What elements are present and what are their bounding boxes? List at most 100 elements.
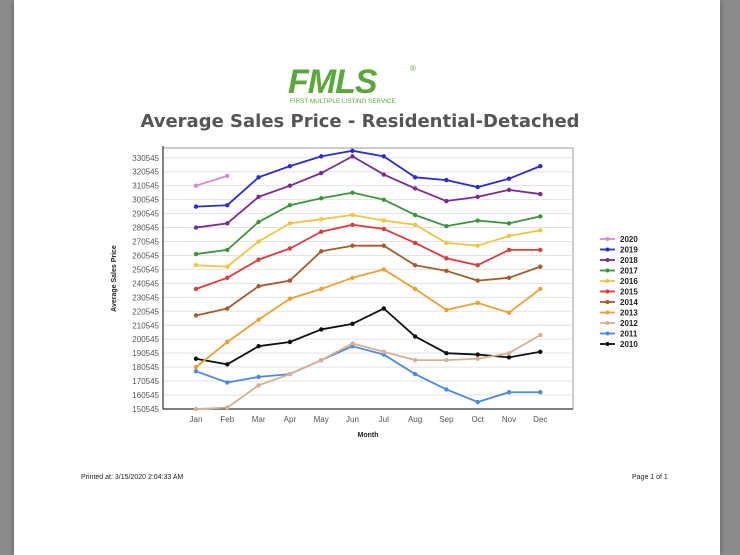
- y-tick-label: 170545: [132, 377, 159, 386]
- data-point-2013: [444, 307, 449, 313]
- data-point-2015: [193, 286, 199, 292]
- data-point-2019: [412, 175, 418, 180]
- y-tick-label: 200545: [132, 335, 159, 344]
- series-line-2016: [195, 214, 541, 268]
- series-line-2020: [195, 175, 228, 187]
- data-point-2017: [444, 223, 449, 229]
- y-tick-label: 190545: [132, 349, 159, 358]
- data-point-2013: [506, 310, 512, 315]
- data-point-2011: [444, 387, 449, 392]
- data-point-2011: [193, 369, 199, 374]
- data-point-2015: [538, 247, 543, 253]
- data-point-2010: [287, 339, 293, 345]
- data-point-2013: [225, 339, 230, 345]
- data-point-2019: [193, 204, 199, 209]
- data-point-2012: [319, 357, 324, 363]
- legend-label-2020: 2020: [620, 235, 638, 244]
- data-point-2016: [319, 216, 324, 222]
- data-point-2011: [412, 371, 418, 377]
- data-point-2011: [475, 399, 480, 405]
- data-point-2012: [381, 349, 386, 354]
- data-point-2013: [381, 267, 386, 272]
- legend-marker-2019: [605, 247, 610, 252]
- data-point-2014: [444, 268, 449, 274]
- data-point-2016: [381, 218, 386, 223]
- series-line-2013: [195, 268, 541, 368]
- x-tick-label: Dec: [533, 415, 547, 424]
- data-point-2018: [381, 172, 386, 177]
- series-line-2018: [195, 155, 541, 229]
- data-point-2017: [287, 203, 293, 208]
- data-point-2019: [319, 154, 324, 159]
- data-point-2019: [538, 163, 543, 169]
- svg-text:®: ®: [410, 64, 416, 73]
- data-point-2017: [506, 221, 512, 226]
- series-line-2017: [195, 191, 541, 255]
- data-point-2014: [350, 243, 355, 248]
- data-point-2013: [256, 317, 261, 322]
- legend-marker-2012: [605, 321, 610, 325]
- data-point-2013: [538, 286, 543, 292]
- data-point-2016: [225, 264, 230, 269]
- y-tick-label: 260545: [132, 251, 159, 260]
- data-point-2010: [412, 334, 418, 339]
- legend-marker-2010: [605, 342, 610, 346]
- data-point-2017: [381, 197, 386, 202]
- data-point-2020: [193, 183, 199, 188]
- y-tick-label: 320545: [132, 168, 159, 177]
- legend-label-2010: 2010: [620, 340, 638, 349]
- data-point-2020: [225, 173, 230, 179]
- data-point-2014: [538, 264, 543, 269]
- data-point-2015: [256, 257, 261, 262]
- x-tick-label: Jun: [346, 415, 359, 424]
- data-point-2012: [256, 383, 261, 388]
- data-point-2012: [444, 357, 449, 363]
- data-point-2017: [193, 251, 199, 257]
- data-point-2018: [225, 221, 230, 226]
- y-tick-label: 270545: [132, 238, 159, 247]
- data-point-2018: [444, 198, 449, 204]
- legend-marker-2015: [605, 289, 610, 294]
- data-point-2015: [444, 256, 449, 261]
- data-point-2012: [193, 406, 199, 412]
- data-point-2012: [412, 357, 418, 363]
- data-point-2018: [506, 187, 512, 193]
- data-point-2014: [506, 275, 512, 281]
- data-point-2013: [475, 300, 480, 306]
- data-point-2019: [225, 203, 230, 208]
- x-axis-title: Month: [358, 432, 379, 439]
- data-point-2016: [193, 263, 199, 268]
- data-point-2019: [350, 148, 355, 153]
- series-line-2011: [195, 345, 541, 403]
- data-point-2010: [381, 306, 386, 311]
- data-point-2016: [538, 228, 543, 233]
- data-point-2019: [381, 154, 386, 159]
- data-point-2019: [506, 176, 512, 181]
- data-point-2017: [412, 212, 418, 218]
- data-point-2011: [506, 390, 512, 395]
- data-point-2017: [350, 190, 355, 195]
- data-point-2010: [475, 352, 480, 357]
- legend-label-2012: 2012: [620, 319, 638, 328]
- x-tick-label: Mar: [252, 415, 266, 424]
- legend-label-2013: 2013: [620, 309, 638, 318]
- legend-label-2014: 2014: [620, 298, 638, 307]
- y-tick-label: 210545: [132, 321, 159, 330]
- data-point-2016: [444, 240, 449, 246]
- legend-marker-2013: [605, 310, 610, 315]
- printed-value: 3/15/2020 2:04:33 AM: [114, 474, 184, 481]
- data-point-2018: [193, 225, 199, 230]
- legend-marker-2020: [605, 237, 610, 241]
- legend-marker-2011: [605, 331, 610, 336]
- legend-label-2011: 2011: [620, 330, 638, 339]
- data-point-2015: [506, 247, 512, 253]
- data-point-2010: [319, 327, 324, 332]
- data-point-2016: [287, 221, 293, 226]
- printed-at: Printed at: 3/15/2020 2:04:33 AM: [81, 474, 183, 481]
- y-tick-label: 150545: [132, 405, 159, 414]
- data-point-2016: [412, 222, 418, 227]
- data-point-2019: [444, 177, 449, 183]
- data-point-2017: [319, 196, 324, 201]
- y-tick-label: 280545: [132, 224, 159, 233]
